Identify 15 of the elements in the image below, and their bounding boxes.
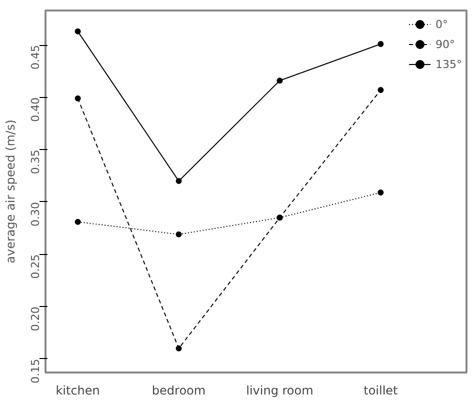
x-tick-label: toillet	[364, 384, 398, 398]
legend-label: 0°	[436, 18, 449, 30]
y-tick-label: 0.25	[29, 254, 42, 279]
y-tick-label: 0.45	[29, 45, 42, 70]
x-tick-label: living room	[246, 384, 314, 398]
y-tick-label: 0.15	[29, 358, 42, 384]
y-tick-label: 0.40	[29, 97, 42, 122]
legend-label: 135°	[436, 58, 462, 70]
x-tick-label: bedroom	[152, 384, 206, 398]
y-axis-title: average air speed (m/s)	[4, 120, 18, 264]
legend-label: 90°	[436, 38, 456, 50]
y-tick-label: 0.20	[29, 306, 42, 332]
x-tick-label: kitchen	[56, 384, 100, 398]
y-tick-label: 0.30	[29, 202, 42, 226]
y-tick-label: 0.35	[29, 150, 42, 174]
